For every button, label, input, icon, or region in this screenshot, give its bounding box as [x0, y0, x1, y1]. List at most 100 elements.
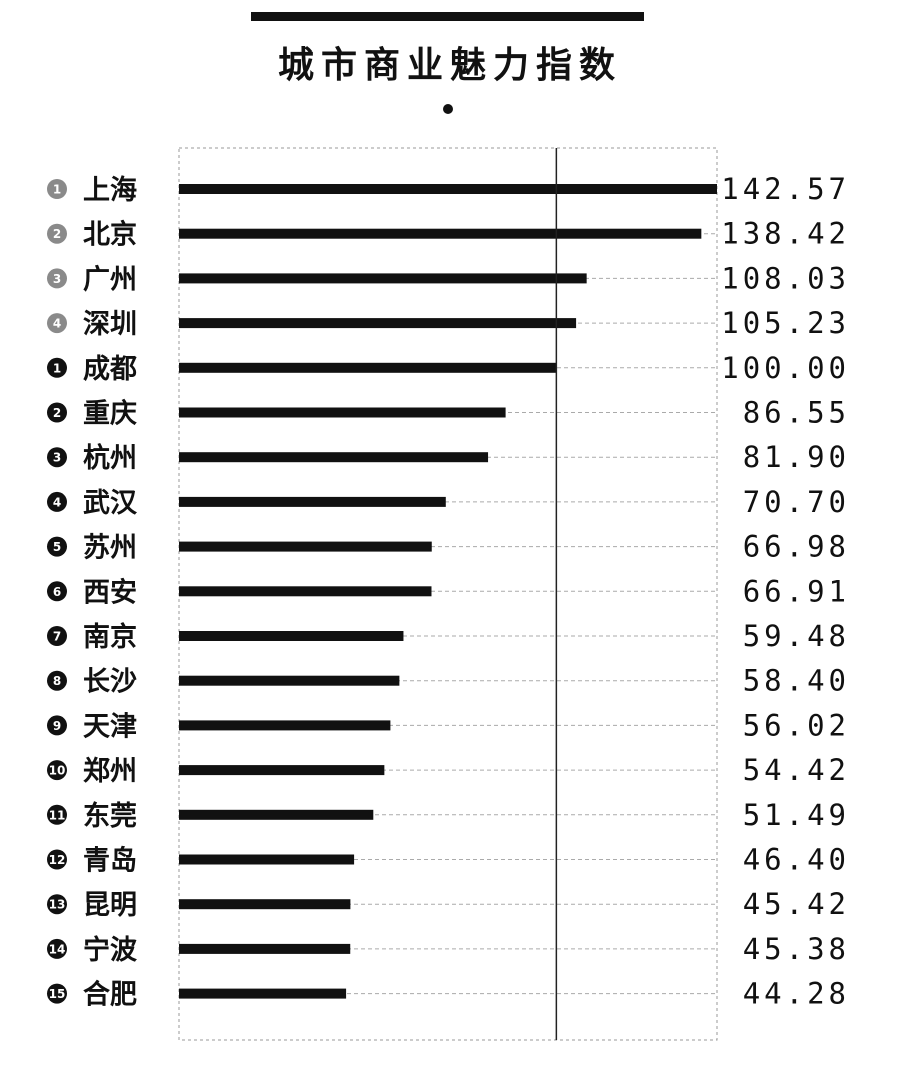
rank-number: 8: [53, 674, 61, 688]
bar-row: 10 郑州 54.42: [47, 753, 850, 787]
rank-number: 12: [49, 853, 66, 867]
rank-number: 3: [53, 272, 61, 286]
value-label: 59.48: [743, 619, 850, 653]
bar-row: 12 青岛 46.40: [47, 843, 846, 877]
bar-row: 14 宁波 45.38: [47, 932, 850, 966]
bar-row: 3 广州 108.03: [47, 261, 850, 295]
city-label: 南京: [83, 621, 137, 653]
value-label: 56.02: [743, 708, 850, 742]
value-label: 100.00: [721, 351, 850, 385]
rank-badge: [47, 894, 67, 915]
rank-number: 11: [49, 808, 66, 822]
city-label: 成都: [83, 354, 137, 385]
city-label: 昆明: [83, 890, 137, 921]
bar: [179, 318, 577, 329]
rank-number: 9: [53, 719, 61, 733]
rank-number: 15: [49, 987, 66, 1001]
bar: [179, 273, 587, 284]
bar-row: 8 长沙 58.40: [47, 664, 850, 698]
bar-row: 3 杭州 81.90: [47, 440, 846, 474]
city-label: 西安: [83, 577, 137, 608]
rank-number: 2: [53, 227, 61, 241]
rank-number: 14: [49, 942, 66, 956]
chart-title: 城市商业魅力指数: [277, 45, 622, 86]
bar-row: 1 成都 100.00: [47, 351, 850, 385]
rank-badge: [47, 223, 67, 244]
value-label: 138.42: [721, 217, 850, 251]
value-label: 108.03: [721, 261, 850, 295]
value-label: 45.42: [743, 887, 850, 921]
title-dot: [443, 104, 453, 114]
rank-number: 4: [53, 495, 61, 509]
value-label: 45.38: [743, 932, 850, 966]
rank-badge: [47, 536, 67, 557]
rows-layer: 1 上海 142.572 北京 138.423 广州 108.034 深圳 105.231 成都 1…: [47, 172, 850, 1011]
rank-number: 5: [53, 540, 61, 554]
rank-number: 3: [53, 451, 61, 465]
city-label: 深圳: [83, 309, 137, 340]
rank-number: 13: [49, 898, 66, 912]
bar-row: 11 东莞 51.49: [47, 798, 850, 832]
rank-number: 7: [53, 630, 61, 644]
bar-row: 7 南京 59.48: [47, 619, 850, 653]
rank-badge: [47, 402, 67, 423]
city-label: 武汉: [83, 488, 138, 519]
bar: [179, 496, 446, 507]
title-top-bar: [251, 12, 644, 21]
rank-number: 1: [53, 361, 61, 375]
city-label: 青岛: [83, 845, 137, 877]
city-label: 长沙: [83, 667, 137, 698]
bar: [179, 720, 391, 731]
city-label: 苏州: [83, 533, 137, 564]
bar: [179, 809, 374, 820]
bar: [179, 452, 489, 463]
rank-badge: [47, 491, 67, 512]
value-label: 66.98: [743, 530, 850, 564]
rank-number: 1: [53, 183, 61, 197]
bar-row: 4 深圳 105.23: [47, 306, 850, 340]
value-label: 44.28: [743, 977, 850, 1011]
city-label: 重庆: [83, 398, 137, 430]
bar: [179, 854, 355, 865]
bar-row: 15 合肥 44.28: [47, 977, 850, 1011]
value-label: 70.70: [743, 485, 850, 519]
city-label: 广州: [83, 264, 137, 295]
value-label: 105.23: [721, 306, 850, 340]
bar-row: 4 武汉 70.70: [47, 485, 850, 519]
bar: [179, 899, 351, 910]
rank-badge: [47, 804, 67, 825]
bar: [179, 362, 557, 373]
value-label: 86.55: [743, 396, 850, 430]
bar-row: 5 苏州 66.98: [47, 530, 850, 564]
bar: [179, 586, 432, 597]
rank-badge: [47, 626, 67, 646]
city-label: 天津: [83, 711, 137, 742]
bar-row: 6 西安 66.91: [47, 574, 850, 608]
value-label: 54.42: [743, 753, 850, 787]
bar: [179, 541, 432, 552]
bar-row: 1 上海 142.57: [47, 172, 850, 206]
rank-badge: [47, 670, 67, 691]
city-label: 北京: [83, 219, 137, 251]
bar-row: 13 昆明 45.42: [47, 887, 850, 921]
bar-row: 2 北京 138.42: [47, 217, 850, 251]
bar: [179, 407, 506, 418]
value-label: 51.49: [743, 798, 850, 832]
bar: [179, 228, 702, 239]
value-label: 142.57: [721, 172, 850, 206]
rank-number: 2: [53, 406, 61, 420]
rank-badge: [47, 715, 67, 736]
rank-badge: [47, 179, 67, 199]
value-label: 58.40: [743, 664, 850, 698]
rank-badge: [47, 268, 67, 289]
city-label: 郑州: [83, 756, 137, 787]
value-label: 66.91: [743, 574, 850, 608]
city-label: 东莞: [83, 800, 137, 832]
rank-badge: [47, 760, 67, 781]
rank-number: 10: [49, 764, 66, 778]
bar: [179, 988, 347, 999]
city-label: 合肥: [83, 979, 137, 1011]
rank-badge: [47, 447, 67, 468]
rank-badge: [47, 313, 67, 334]
